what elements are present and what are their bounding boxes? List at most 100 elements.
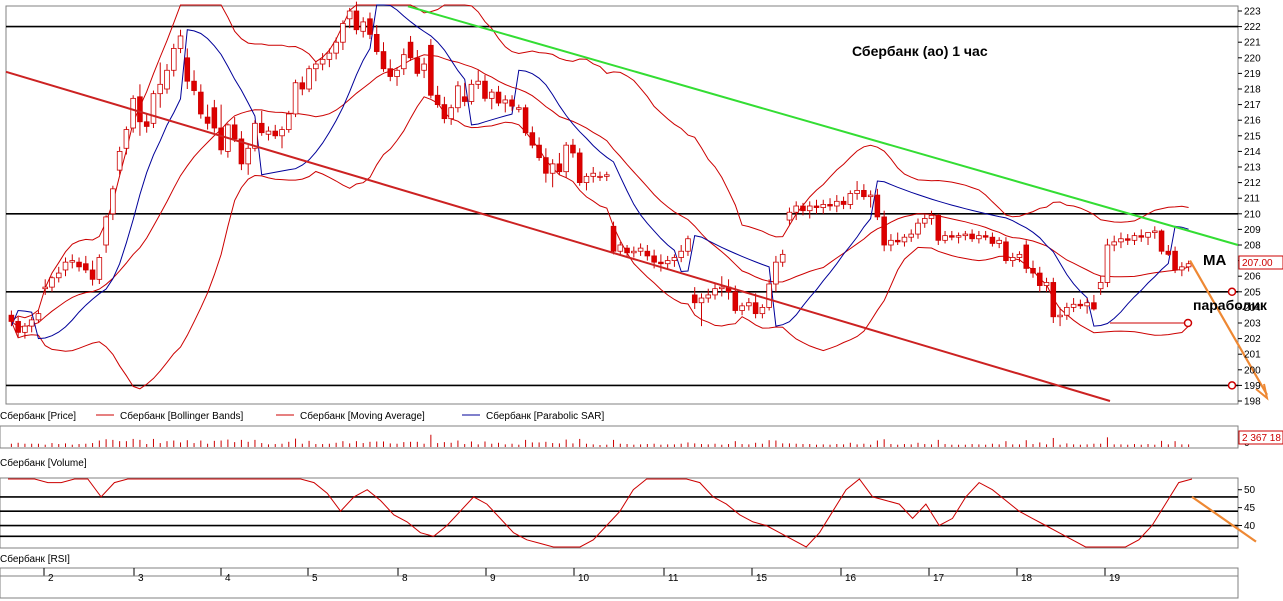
candle	[915, 218, 921, 239]
candle-body	[516, 107, 522, 110]
candle-body	[103, 216, 109, 246]
candle-body	[461, 96, 468, 102]
candle	[962, 230, 969, 241]
candle-body	[597, 175, 603, 178]
candle-body	[1050, 282, 1057, 318]
candle-body	[1145, 232, 1151, 238]
candle	[35, 310, 42, 323]
rsi-label: Сбербанк [RSI]	[0, 553, 70, 565]
candle-body	[421, 63, 427, 71]
y-tick-label: 215	[1244, 131, 1261, 142]
candle	[976, 230, 982, 244]
candle-body	[83, 263, 89, 271]
candle	[644, 245, 651, 261]
parabolic-sar-line	[10, 4, 1189, 340]
time-tick-label: 4	[225, 573, 231, 584]
ma-annotation: MA	[1203, 252, 1226, 269]
candle	[624, 245, 630, 258]
candle-body	[1023, 244, 1030, 269]
candle-body	[1179, 266, 1185, 271]
candle-body	[482, 80, 488, 99]
candle-body	[915, 222, 921, 235]
y-tick-label: 223	[1244, 7, 1261, 18]
candle-body	[279, 129, 285, 137]
candle-body	[218, 127, 224, 151]
y-tick-label: 208	[1244, 241, 1261, 252]
candle	[69, 254, 76, 269]
time-tick-label: 15	[756, 573, 768, 584]
candle-body	[265, 130, 272, 135]
candle-body	[1124, 238, 1131, 241]
candle-body	[434, 94, 441, 105]
candle-body	[292, 82, 299, 115]
sar-marker	[1183, 318, 1193, 328]
candle-body	[617, 244, 624, 252]
candle-body	[306, 68, 312, 90]
legend-sar: Сбербанк [Parabolic SAR]	[486, 410, 605, 422]
candle-body	[969, 233, 975, 240]
candle-body	[786, 211, 793, 221]
candle-body	[1037, 272, 1043, 286]
candle	[996, 237, 1002, 249]
candle	[143, 113, 150, 133]
candle-body	[894, 239, 901, 243]
y-tick-label: 218	[1244, 85, 1261, 96]
candle-body	[252, 122, 258, 149]
candle-body	[49, 277, 55, 288]
y-tick-label: 219	[1244, 69, 1261, 80]
candle	[1165, 245, 1172, 256]
last-price-label: 207.00	[1242, 258, 1273, 269]
candle-body	[143, 121, 150, 127]
candle	[719, 276, 725, 297]
candle-body	[15, 321, 21, 333]
candle-body	[326, 52, 333, 60]
candle-body	[1003, 241, 1009, 262]
candle	[1037, 266, 1043, 292]
candle	[949, 230, 955, 241]
y-tick-label: 203	[1244, 319, 1261, 330]
candle	[1097, 276, 1104, 295]
candle-body	[55, 272, 62, 279]
legend-bollinger: Сбербанк [Bollinger Bands]	[120, 410, 244, 422]
candle-body	[746, 302, 752, 307]
y-tick-label: 200	[1244, 365, 1261, 376]
candle	[570, 138, 576, 158]
last-volume-badge	[1238, 430, 1283, 445]
rsi-tick-label: 40	[1244, 521, 1256, 532]
resistance-trend-line	[407, 5, 1239, 246]
rsi-forecast-arrow	[1191, 495, 1257, 543]
candle-body	[603, 174, 610, 177]
candle	[698, 293, 705, 327]
candle-body	[1077, 303, 1084, 307]
candle	[1158, 229, 1165, 255]
candle	[137, 84, 143, 136]
candle	[820, 199, 827, 214]
time-tick-label: 9	[490, 573, 496, 584]
candle	[1023, 240, 1030, 274]
candle-body	[962, 233, 969, 237]
candle-body	[1131, 235, 1138, 241]
candle-body	[380, 51, 387, 70]
time-tick-label: 16	[845, 573, 857, 584]
candle-body	[1152, 230, 1158, 233]
candle-body	[840, 200, 847, 205]
candle	[380, 42, 387, 72]
candle	[928, 210, 935, 225]
candle-body	[570, 144, 576, 154]
candle-body	[989, 236, 996, 244]
candle	[319, 53, 326, 71]
candle	[861, 184, 867, 200]
candle	[198, 84, 204, 119]
moving-average-line	[11, 54, 1189, 328]
y-tick-label: 205	[1244, 287, 1261, 298]
candle	[982, 230, 989, 241]
candle	[367, 12, 373, 40]
level-marker	[1227, 381, 1237, 390]
candle-body	[800, 205, 806, 212]
time-tick-label: 2	[48, 573, 54, 584]
candle-body	[475, 80, 481, 85]
candle	[1003, 237, 1009, 264]
parabolic-annotation: параболик	[1193, 297, 1268, 313]
candle-body	[502, 99, 509, 104]
